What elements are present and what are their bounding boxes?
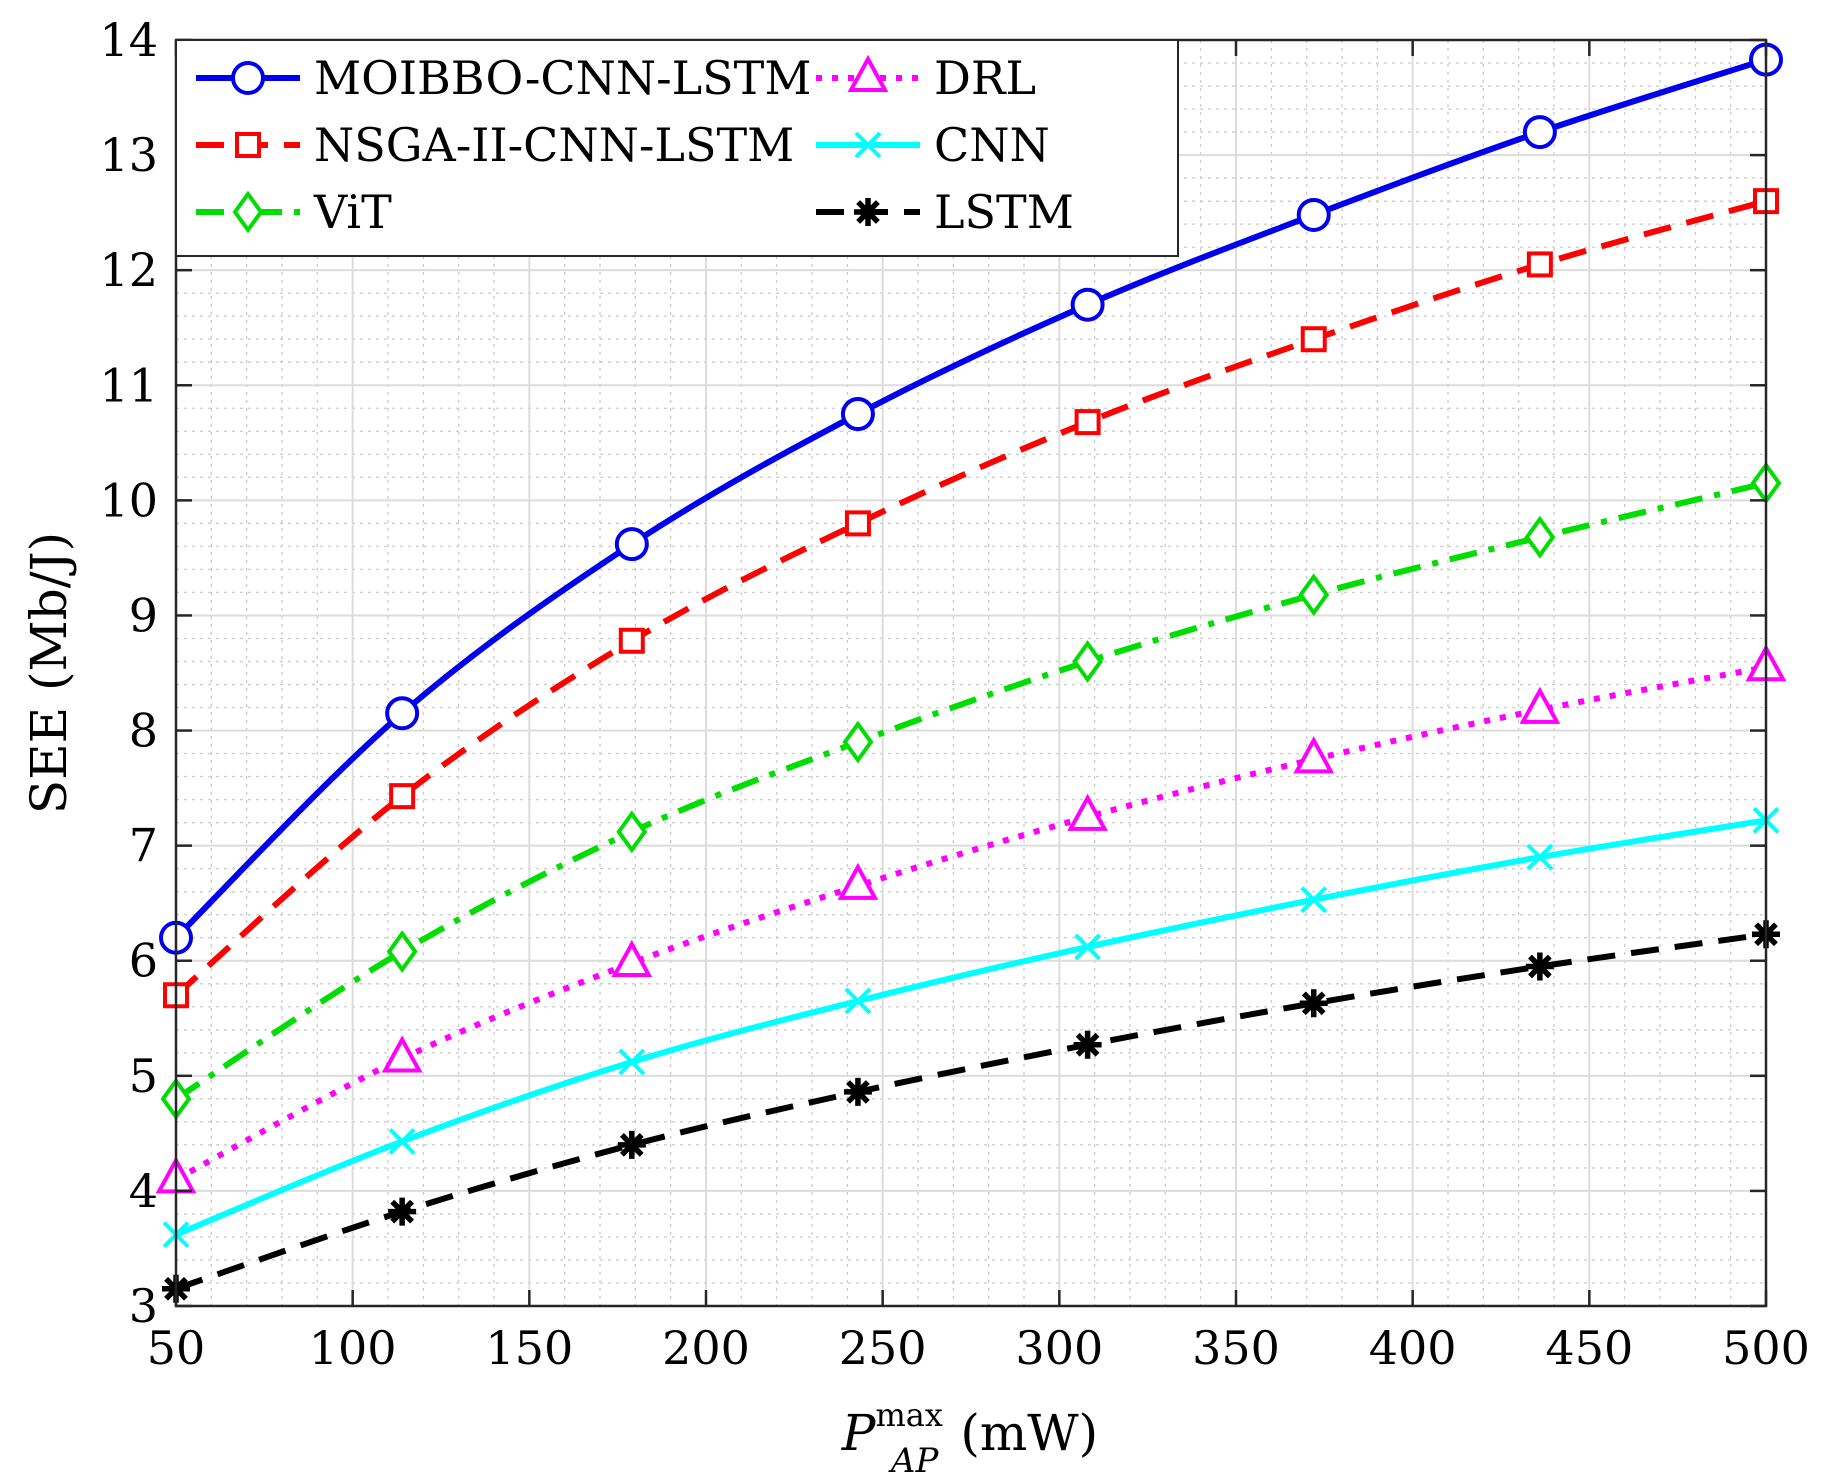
x-tick-label: 350: [1192, 1321, 1280, 1375]
series-drl: [155, 644, 1787, 1194]
data-point-drl: [1293, 736, 1335, 774]
y-tick-label: 7: [129, 819, 158, 873]
legend-marker-moibbo-cnn-lstm: [231, 61, 265, 95]
data-point-nsga-ii-cnn-lstm: [1074, 409, 1101, 436]
legend-label-vit: ViT: [313, 185, 392, 239]
data-point-moibbo-cnn-lstm: [1070, 287, 1105, 322]
data-point-lstm: [1525, 952, 1554, 981]
legend-marker-cnn: [854, 131, 882, 159]
legend-label-cnn: CNN: [934, 118, 1050, 172]
legend-marker-drl: [847, 54, 889, 92]
legend-label-drl: DRL: [934, 51, 1036, 105]
x-tick-labels: 50 100 150 200 250 300 350 400 450 500: [147, 1321, 1810, 1375]
data-point-nsga-ii-cnn-lstm: [389, 783, 416, 810]
legend-box: [175, 39, 1179, 257]
data-point-cnn: [1300, 886, 1328, 914]
y-tick-labels: 3 4 5 6 7 8 9 10 11 12 13 14: [99, 13, 158, 1333]
legend-marker-lstm: [854, 198, 882, 226]
legend-item-lstm: LSTM: [816, 185, 1074, 239]
x-tick-label: 400: [1369, 1321, 1457, 1375]
data-point-moibbo-cnn-lstm: [385, 696, 420, 731]
y-tick-label: 4: [129, 1164, 158, 1218]
data-point-vit: [1072, 640, 1104, 683]
series-line-cnn: [174, 817, 1767, 1238]
data-point-cnn: [618, 1048, 646, 1076]
data-point-lstm: [1299, 989, 1328, 1018]
y-tick-label: 12: [99, 243, 158, 297]
legend-item-drl: DRL: [816, 51, 1036, 105]
y-tick-label: 11: [99, 358, 158, 412]
legend-item-cnn: CNN: [816, 118, 1050, 172]
data-point-moibbo-cnn-lstm: [1522, 115, 1557, 150]
y-tick-label: 8: [129, 704, 158, 758]
x-tick-label: 50: [147, 1321, 206, 1375]
series-layer: [155, 42, 1787, 1303]
legend-label-moibbo-cnn-lstm: MOIBBO-CNN-LSTM: [314, 51, 811, 105]
legend-item-vit: ViT: [196, 185, 392, 239]
x-axis-superscript: max: [875, 1396, 942, 1434]
y-tick-label: 9: [129, 588, 158, 642]
series-line-lstm: [175, 931, 1767, 1292]
legend-item-moibbo-cnn-lstm: MOIBBO-CNN-LSTM: [196, 51, 811, 105]
x-axis-title: Pmax AP (mW): [841, 1396, 1098, 1479]
legend: MOIBBO-CNN-LSTM NSGA-II-CNN-LSTM ViT DRL CNN…: [175, 39, 1179, 257]
x-tick-label: 500: [1722, 1321, 1810, 1375]
legend-label-nsga-ii-cnn-lstm: NSGA-II-CNN-LSTM: [314, 118, 794, 172]
y-tick-label: 6: [129, 934, 158, 988]
data-point-drl: [611, 939, 653, 978]
x-tick-label: 450: [1545, 1321, 1633, 1375]
legend-marker-nsga-ii-cnn-lstm: [235, 132, 261, 158]
data-point-vit: [616, 810, 648, 854]
series-line-vit: [174, 480, 1767, 1102]
x-tick-label: 300: [1015, 1321, 1103, 1375]
data-point-nsga-ii-cnn-lstm: [844, 510, 871, 537]
data-point-cnn: [1074, 933, 1102, 961]
data-point-lstm: [388, 1197, 417, 1226]
series-nsga-ii-cnn-lstm: [163, 188, 1779, 1009]
data-point-lstm: [617, 1130, 646, 1159]
x-tick-label: 200: [662, 1321, 750, 1375]
y-tick-label: 5: [129, 1049, 158, 1103]
data-point-drl: [1067, 793, 1108, 831]
data-point-moibbo-cnn-lstm: [614, 527, 649, 562]
y-tick-label: 14: [99, 13, 158, 67]
data-point-nsga-ii-cnn-lstm: [618, 627, 645, 654]
data-point-drl: [837, 862, 879, 900]
data-point-cnn: [388, 1128, 416, 1155]
legend-marker-vit: [232, 190, 264, 234]
legend-item-nsga-ii-cnn-lstm: NSGA-II-CNN-LSTM: [196, 118, 794, 172]
data-point-cnn: [1526, 843, 1554, 871]
x-axis-subscript: AP: [888, 1441, 940, 1479]
y-tick-label: 10: [99, 473, 158, 527]
data-point-vit: [1298, 573, 1330, 617]
x-axis-symbol: P: [841, 1404, 877, 1462]
data-point-vit: [386, 930, 418, 973]
data-point-cnn: [844, 987, 872, 1015]
data-point-drl: [381, 1035, 423, 1073]
x-tick-label: 150: [485, 1321, 573, 1375]
data-point-nsga-ii-cnn-lstm: [1300, 326, 1327, 353]
data-point-moibbo-cnn-lstm: [840, 397, 875, 432]
data-point-moibbo-cnn-lstm: [1296, 197, 1331, 232]
x-axis-unit: (mW): [960, 1404, 1098, 1462]
data-point-lstm: [843, 1077, 872, 1106]
x-tick-label: 100: [309, 1321, 397, 1375]
data-point-vit: [842, 720, 874, 764]
series-line-drl: [174, 664, 1767, 1183]
y-tick-label: 3: [129, 1279, 158, 1333]
y-axis-title: SEE (Mb/J): [20, 532, 78, 814]
x-tick-label: 250: [839, 1321, 927, 1375]
data-point-vit: [1524, 515, 1556, 559]
data-point-nsga-ii-cnn-lstm: [1526, 251, 1553, 278]
data-point-drl: [1519, 686, 1561, 724]
data-point-lstm: [1073, 1030, 1102, 1059]
legend-label-lstm: LSTM: [934, 185, 1074, 239]
y-tick-label: 13: [99, 128, 158, 182]
